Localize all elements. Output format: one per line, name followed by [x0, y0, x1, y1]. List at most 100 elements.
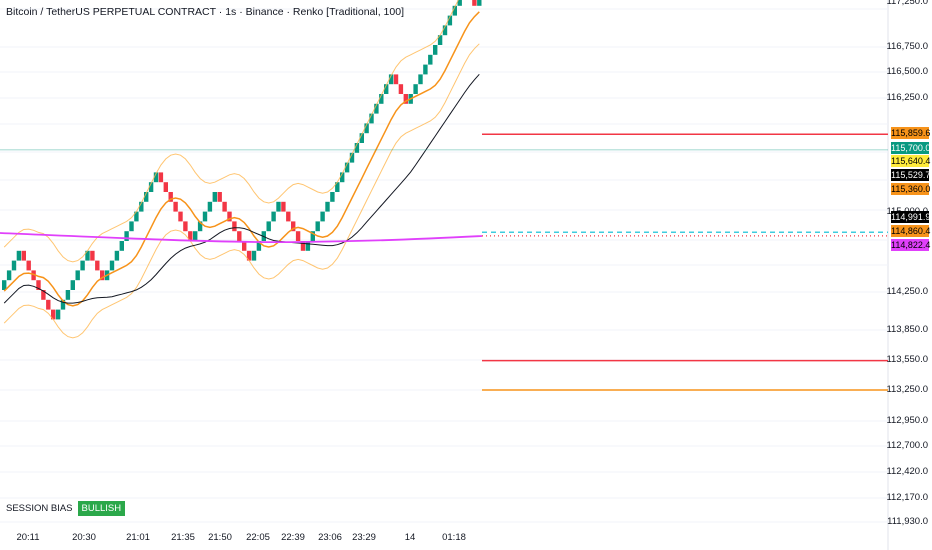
- chart-title: Bitcoin / TetherUS PERPETUAL CONTRACT · …: [6, 6, 404, 18]
- renko-brick-down: [242, 241, 247, 251]
- price-tick-label: 113,850.0: [886, 324, 928, 335]
- renko-brick-down: [188, 231, 193, 241]
- renko-brick-down: [46, 299, 51, 310]
- renko-brick-down: [232, 221, 237, 232]
- renko-brick-down: [95, 260, 100, 271]
- renko-brick-up: [6, 270, 12, 281]
- renko-brick-down: [403, 94, 408, 104]
- session-bias-panel: SESSION BIAS BULLISH: [6, 500, 126, 516]
- renko-brick-up: [129, 221, 134, 232]
- renko-brick-down: [41, 290, 46, 300]
- price-tick-label: 112,170.0: [886, 492, 928, 503]
- price-tick-label: 116,250.0: [886, 92, 928, 103]
- renko-brick-up: [442, 25, 448, 36]
- renko-brick-up: [202, 211, 208, 222]
- price-tag: 115,859.6: [891, 127, 931, 139]
- ema-fast-line: [3, 11, 480, 307]
- renko-brick-up: [207, 201, 213, 212]
- renko-brick-down: [472, 0, 477, 6]
- renko-brick-up: [379, 94, 384, 104]
- renko-brick-up: [428, 54, 433, 65]
- renko-brick-up: [418, 74, 423, 85]
- renko-brick-up: [124, 231, 129, 241]
- renko-brick-up: [305, 241, 311, 251]
- renko-brick-down: [281, 201, 286, 212]
- renko-brick-up: [344, 162, 350, 173]
- renko-brick-up: [374, 103, 379, 114]
- renko-brick-up: [452, 5, 457, 16]
- renko-brick-up: [16, 250, 22, 261]
- renko-brick-up: [271, 211, 276, 222]
- renko-brick-down: [217, 192, 222, 202]
- renko-brick-up: [85, 250, 90, 261]
- price-tick-label: 111,930.0: [887, 516, 928, 527]
- price-tag: 114,822.4: [891, 239, 931, 251]
- renko-brick-down: [291, 221, 296, 232]
- renko-brick-down: [237, 231, 242, 241]
- price-tag: 115,360.0: [891, 183, 931, 195]
- renko-brick-down: [286, 211, 291, 222]
- renko-brick-up: [144, 192, 149, 202]
- bollinger-upper-band: [3, 0, 459, 263]
- renko-brick-down: [158, 172, 164, 183]
- renko-brick-down: [178, 211, 183, 222]
- renko-brick-up: [325, 201, 330, 212]
- renko-brick-up: [335, 182, 340, 192]
- renko-brick-down: [300, 241, 306, 251]
- vwap-line: [0, 232, 483, 244]
- renko-brick-up: [457, 0, 462, 6]
- price-tick-label: 117,250.0: [886, 0, 928, 7]
- renko-brick-down: [246, 250, 252, 261]
- renko-brick-up: [80, 260, 85, 271]
- renko-brick-down: [168, 192, 173, 202]
- renko-brick-down: [173, 201, 178, 212]
- time-tick-label: 21:50: [208, 532, 232, 543]
- renko-brick-up: [134, 211, 139, 222]
- time-tick-label: 20:30: [72, 532, 96, 543]
- price-tick-label: 114,250.0: [886, 286, 928, 297]
- renko-brick-up: [330, 192, 335, 202]
- time-tick-label: 20:11: [16, 532, 40, 543]
- renko-brick-up: [369, 113, 374, 124]
- price-tick-label: 116,750.0: [886, 41, 928, 52]
- price-tick-label: 112,950.0: [886, 415, 928, 426]
- renko-brick-down: [398, 84, 404, 94]
- renko-brick-up: [65, 290, 71, 300]
- renko-brick-up: [114, 250, 120, 261]
- bollinger-lower-band: [3, 43, 480, 339]
- renko-brick-up: [70, 280, 75, 290]
- time-tick-label: 21:35: [171, 532, 195, 543]
- renko-brick-up: [2, 280, 7, 290]
- renko-brick-up: [315, 221, 320, 232]
- renko-brick-up: [153, 172, 159, 183]
- renko-brick-up: [349, 152, 355, 163]
- renko-brick-up: [119, 241, 124, 251]
- renko-brick-up: [109, 260, 115, 271]
- renko-brick-up: [193, 231, 198, 241]
- time-tick-label: 14: [404, 532, 416, 543]
- renko-brick-up: [413, 84, 418, 94]
- renko-brick-up: [423, 64, 428, 75]
- renko-brick-up: [11, 260, 17, 271]
- renko-brick-down: [21, 250, 26, 261]
- renko-brick-up: [55, 309, 61, 320]
- time-tick-label: 22:39: [281, 532, 305, 543]
- renko-brick-up: [359, 133, 364, 143]
- price-tag: 115,529.7: [891, 169, 931, 181]
- time-tick-label: 21:01: [126, 532, 150, 543]
- renko-brick-down: [31, 270, 36, 281]
- renko-brick-down: [183, 221, 188, 232]
- session-bias-value: BULLISH: [77, 500, 126, 516]
- renko-brick-up: [60, 299, 66, 310]
- renko-brick-down: [51, 309, 56, 320]
- renko-brick-up: [197, 221, 203, 232]
- renko-brick-up: [477, 0, 482, 6]
- renko-brick-down: [393, 74, 399, 85]
- sma-slow-line: [3, 73, 480, 304]
- renko-brick-down: [295, 231, 301, 241]
- price-tick-label: 113,250.0: [886, 384, 928, 395]
- renko-brick-up: [139, 201, 144, 212]
- renko-brick-down: [163, 182, 168, 192]
- time-tick-label: 22:05: [246, 532, 270, 543]
